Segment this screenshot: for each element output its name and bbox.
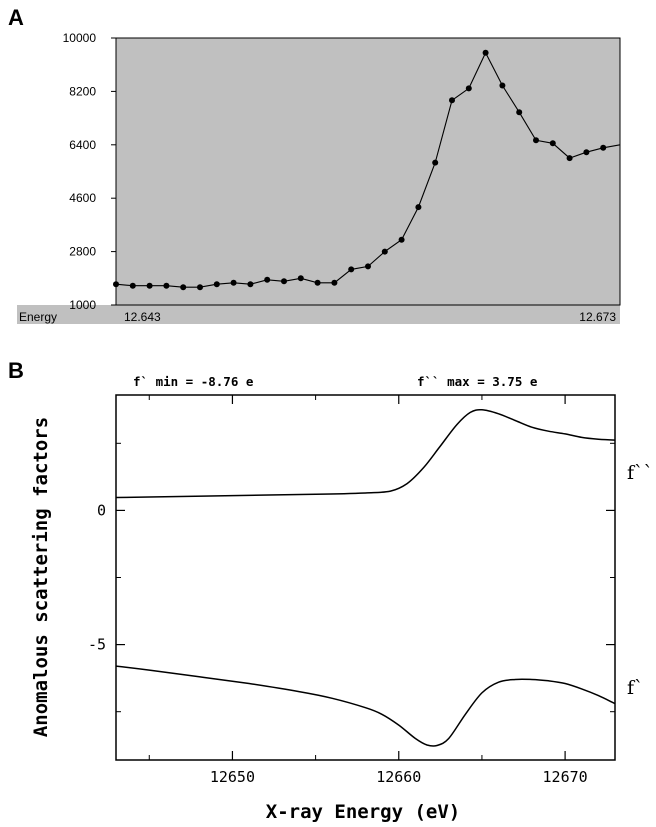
f-double-prime-line: [115, 408, 616, 499]
panel-a: A Energy 12.643 12.673 1000 2800 4600 6400 8…: [8, 5, 621, 324]
panel-a-letter: A: [8, 5, 24, 30]
panel-a-x-tick-label-end: 12.673: [579, 310, 616, 324]
panel-a-data-point: [113, 281, 119, 288]
panel-a-plot-frame: [115, 37, 621, 306]
f-prime-line: [115, 665, 616, 747]
panel-a-data-point: [146, 282, 153, 289]
panel-a-data-point: [432, 159, 439, 166]
panel-a-y-axis: 1000 2800 4600 6400 8200 10000: [63, 31, 116, 312]
panel-a-y-tick-label: 8200: [69, 84, 96, 98]
panel-a-data-point: [516, 109, 523, 116]
panel-b-y-tick-label: -5: [88, 636, 106, 654]
panel-a-data-point: [381, 248, 388, 255]
panel-a-data-point: [449, 97, 455, 104]
panel-a-data-point: [465, 85, 472, 92]
panel-a-x-tick-label-start: 12.643: [124, 310, 161, 324]
panel-b-x-axis-title: X-ray Energy (eV): [266, 801, 460, 823]
panel-a-data-point: [297, 275, 304, 282]
panel-a-data-point: [415, 204, 422, 211]
panel-a-data-point: [365, 263, 371, 270]
panel-a-data-point: [348, 266, 355, 273]
panel-a-data-point: [566, 155, 573, 162]
panel-a-data-point: [600, 144, 607, 151]
panel-a-y-tick-label: 1000: [69, 298, 96, 312]
f-prime-min-annotation: f` min = -8.76 e: [133, 374, 254, 389]
panel-a-data-point: [549, 140, 556, 147]
f-double-prime-label: f``: [627, 462, 653, 484]
panel-b-plot-frame: [115, 394, 616, 761]
panel-b: B f` min = -8.76 e f`` max = 3.75 e 1265…: [8, 358, 653, 823]
panel-a-data-point: [247, 281, 254, 288]
panel-b-letter: B: [8, 358, 24, 383]
panel-a-data-point: [533, 137, 539, 144]
panel-a-data-point: [314, 279, 321, 286]
panel-a-data-point: [499, 82, 506, 89]
panel-a-points: [113, 49, 607, 291]
panel-b-y-tick-label: 0: [97, 501, 106, 519]
panel-a-data-point: [129, 282, 136, 289]
panel-a-plot-background: [116, 38, 620, 305]
panel-a-y-tick-label: 4600: [69, 191, 96, 205]
panel-a-y-tick-label: 10000: [63, 31, 97, 45]
f-double-prime-max-annotation: f`` max = 3.75 e: [417, 374, 538, 389]
panel-b-x-tick-label: 12650: [210, 768, 255, 786]
panel-a-data-point: [163, 282, 170, 289]
panel-a-data-point: [180, 284, 187, 291]
panel-a-y-tick-label: 2800: [69, 245, 96, 259]
panel-a-data-point: [281, 278, 287, 285]
panel-a-x-axis-band: [17, 305, 620, 324]
panel-a-data-point: [331, 279, 338, 286]
panel-a-x-caption: Energy: [19, 310, 57, 324]
panel-a-data-point: [482, 49, 489, 56]
panel-a-data-point: [583, 149, 590, 156]
panel-a-data-point: [264, 276, 271, 283]
f-prime-label: f`: [627, 677, 644, 699]
panel-a-data-point: [398, 236, 405, 243]
panel-a-data-point: [230, 279, 237, 286]
panel-b-y-axis-title: Anomalous scattering factors: [30, 417, 52, 737]
panel-b-x-tick-label: 12660: [376, 768, 421, 786]
panel-a-data-point: [213, 281, 220, 288]
panel-a-y-tick-label: 6400: [69, 138, 96, 152]
panel-b-axes: 12650 12660 12670 0 -5: [88, 395, 615, 786]
panel-a-data-point: [197, 284, 203, 291]
panel-b-x-tick-label: 12670: [543, 768, 588, 786]
